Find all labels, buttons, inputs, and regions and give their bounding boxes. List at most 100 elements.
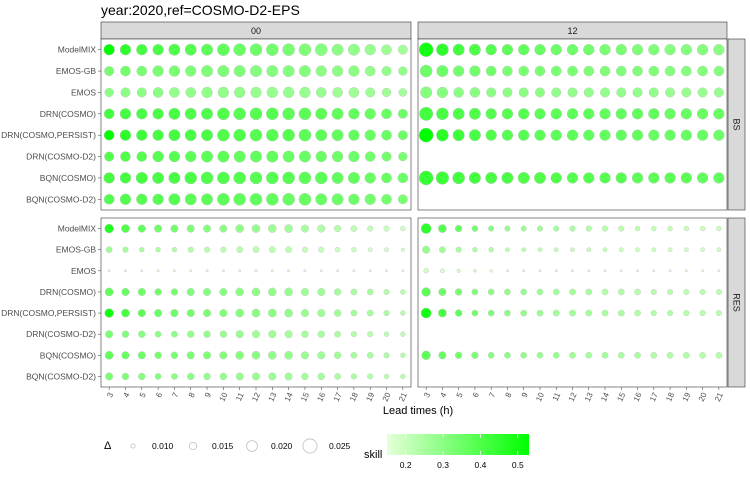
- data-point: [303, 269, 307, 273]
- data-point: [318, 246, 325, 253]
- panel-RES-00: 3 4 5 6 7 8 9 10 11 12 13 14 15 16 17 18 19 20 21: [100, 217, 412, 403]
- data-point: [699, 352, 706, 359]
- data-point: [282, 171, 295, 185]
- data-point: [648, 87, 659, 98]
- data-point: [713, 87, 724, 98]
- data-point: [651, 247, 657, 252]
- data-point: [713, 65, 725, 77]
- data-point: [350, 331, 357, 338]
- data-point: [315, 171, 328, 185]
- data-point: [284, 351, 293, 360]
- data-point: [420, 86, 433, 99]
- data-point: [136, 129, 148, 141]
- data-point: [566, 129, 579, 141]
- data-point: [298, 128, 312, 142]
- data-point: [350, 309, 358, 317]
- data-point: [552, 309, 560, 317]
- data-point: [697, 87, 708, 98]
- data-point: [217, 128, 230, 142]
- data-point: [348, 108, 360, 120]
- data-point: [486, 87, 497, 98]
- data-point: [219, 372, 227, 381]
- data-point: [664, 108, 676, 120]
- x-tick-label: 16: [315, 391, 327, 403]
- data-point: [350, 373, 357, 380]
- data-point: [299, 86, 311, 99]
- x-tick-label: 12: [250, 391, 262, 403]
- data-point: [251, 224, 261, 233]
- data-point: [664, 44, 676, 56]
- data-point: [233, 43, 246, 56]
- data-point: [534, 65, 546, 77]
- data-point: [536, 309, 544, 317]
- data-point: [697, 44, 709, 56]
- data-point: [617, 309, 625, 317]
- data-point: [438, 351, 447, 360]
- data-point: [566, 44, 579, 56]
- data-point: [438, 224, 447, 233]
- data-point: [602, 225, 608, 232]
- data-point: [154, 224, 163, 233]
- data-point: [569, 225, 576, 232]
- data-point: [105, 372, 114, 381]
- data-point: [139, 247, 145, 253]
- data-point: [120, 65, 131, 77]
- data-point: [438, 308, 447, 318]
- data-point: [284, 287, 293, 297]
- data-point: [119, 129, 132, 141]
- data-point: [551, 87, 562, 98]
- data-point: [331, 107, 344, 120]
- data-point: [299, 65, 311, 77]
- data-point: [383, 310, 390, 317]
- data-point: [501, 108, 514, 120]
- data-point: [631, 172, 644, 184]
- data-point: [554, 269, 558, 273]
- data-point: [504, 288, 511, 296]
- x-tick-label: 19: [680, 391, 692, 403]
- x-tick-label: 21: [713, 391, 725, 403]
- data-point: [538, 269, 542, 273]
- data-point: [269, 246, 276, 253]
- data-point: [420, 307, 432, 319]
- x-tick-label: 8: [187, 391, 197, 399]
- data-point: [537, 225, 543, 232]
- data-point: [419, 64, 433, 78]
- x-tick-label: 8: [503, 391, 513, 399]
- data-point: [423, 268, 429, 274]
- colorbar-tick-label: 0.3: [437, 460, 449, 470]
- data-point: [233, 65, 246, 77]
- data-point: [664, 65, 676, 77]
- data-point: [665, 87, 676, 98]
- data-point: [103, 194, 115, 205]
- data-point: [103, 108, 115, 120]
- data-point: [505, 247, 510, 252]
- data-point: [419, 106, 434, 121]
- data-point: [383, 373, 390, 380]
- data-point: [299, 150, 311, 163]
- data-point: [251, 287, 261, 297]
- data-point: [300, 287, 309, 296]
- data-point: [550, 65, 562, 77]
- x-tick-label: 9: [203, 391, 213, 399]
- data-point: [400, 310, 406, 316]
- data-point: [468, 43, 481, 56]
- data-point: [383, 331, 390, 337]
- data-point: [667, 225, 673, 232]
- data-point: [268, 351, 277, 360]
- x-tick-label: 11: [234, 391, 246, 403]
- data-point: [400, 373, 406, 380]
- data-point: [168, 43, 181, 56]
- data-point: [234, 86, 246, 99]
- data-point: [185, 87, 197, 98]
- data-point: [203, 330, 211, 338]
- data-point: [336, 269, 339, 273]
- data-point: [618, 225, 625, 232]
- data-point: [152, 150, 164, 163]
- row-strip-label: BS: [732, 118, 742, 130]
- data-point: [469, 87, 481, 98]
- data-point: [436, 86, 448, 99]
- data-point: [104, 308, 114, 318]
- data-point: [104, 151, 115, 162]
- data-point: [315, 65, 327, 77]
- data-point: [400, 352, 406, 358]
